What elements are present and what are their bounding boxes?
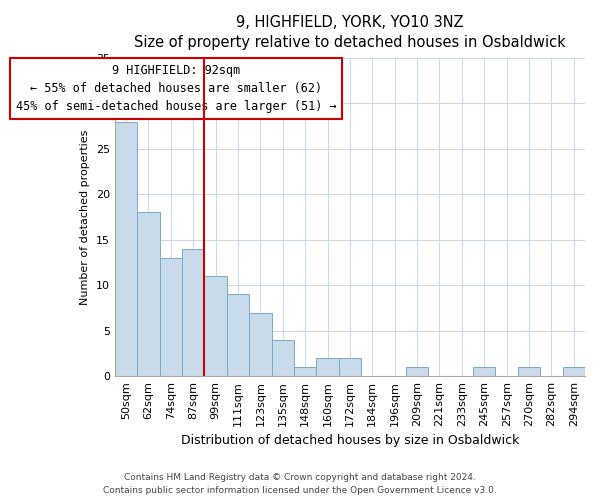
Text: 9 HIGHFIELD: 92sqm
← 55% of detached houses are smaller (62)
45% of semi-detache: 9 HIGHFIELD: 92sqm ← 55% of detached hou… <box>16 64 336 114</box>
Bar <box>563 367 585 376</box>
Bar <box>160 258 182 376</box>
Bar <box>473 367 496 376</box>
Bar <box>249 312 272 376</box>
Bar <box>115 122 137 376</box>
Text: Contains HM Land Registry data © Crown copyright and database right 2024.
Contai: Contains HM Land Registry data © Crown c… <box>103 474 497 495</box>
Bar <box>406 367 428 376</box>
Y-axis label: Number of detached properties: Number of detached properties <box>80 130 91 304</box>
Bar <box>294 367 316 376</box>
Bar <box>182 249 205 376</box>
Bar <box>339 358 361 376</box>
Bar <box>227 294 249 376</box>
Bar <box>316 358 339 376</box>
Bar <box>137 212 160 376</box>
Bar <box>518 367 540 376</box>
X-axis label: Distribution of detached houses by size in Osbaldwick: Distribution of detached houses by size … <box>181 434 519 448</box>
Title: 9, HIGHFIELD, YORK, YO10 3NZ
Size of property relative to detached houses in Osb: 9, HIGHFIELD, YORK, YO10 3NZ Size of pro… <box>134 15 566 50</box>
Bar <box>272 340 294 376</box>
Bar <box>205 276 227 376</box>
